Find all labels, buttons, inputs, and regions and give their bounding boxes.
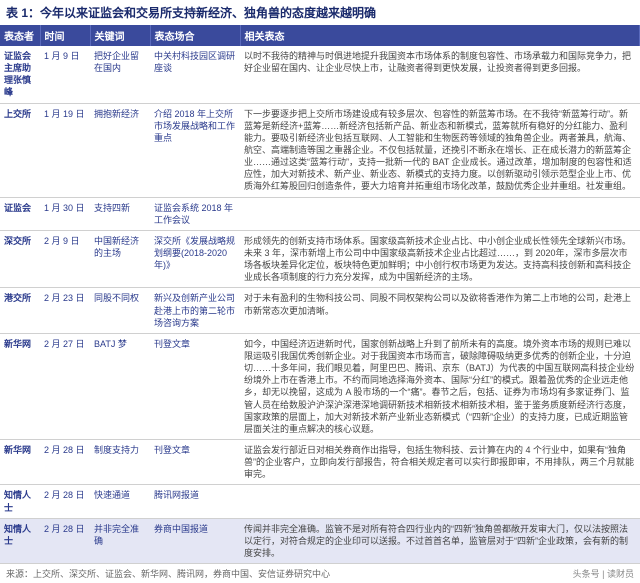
col-speaker-cell: 新华网 <box>0 333 40 439</box>
col-date-cell: 2 月 27 日 <box>40 333 90 439</box>
col-speaker-cell: 新华网 <box>0 439 40 484</box>
col-content-cell: 下一步要逐步把上交所市场建设成有较多层次、包容性的新蓝筹市场。在不我待“新蓝筹行… <box>240 103 640 197</box>
col-venue-cell: 刊登文章 <box>150 439 240 484</box>
table-row: 知情人士2 月 28 日快速通道腾讯网报道 <box>0 485 640 518</box>
col-date-cell: 2 月 28 日 <box>40 439 90 484</box>
col-venue-cell: 证监会系统 2018 年工作会议 <box>150 197 240 230</box>
col-keyword-cell: 把好企业留在国内 <box>90 46 150 103</box>
col-keyword-cell: 制度支持力 <box>90 439 150 484</box>
col-keyword-cell: 同股不同权 <box>90 288 150 333</box>
col-venue-cell: 新兴及创新产业公司赴港上市的第二轮市场咨询方案 <box>150 288 240 333</box>
col-venue-cell: 券商中国报道 <box>150 518 240 563</box>
col-venue-cell: 中关村科技园区调研座谈 <box>150 46 240 103</box>
col-venue: 表态场合 <box>150 25 240 46</box>
col-venue-cell: 刊登文章 <box>150 333 240 439</box>
col-speaker: 表态者 <box>0 25 40 46</box>
col-content: 相关表态 <box>240 25 640 46</box>
col-speaker-cell: 港交所 <box>0 288 40 333</box>
col-keyword-cell: 支持四新 <box>90 197 150 230</box>
table-title: 表 1：今年以来证监会和交易所支持新经济、独角兽的态度越来越明确 <box>0 0 640 25</box>
col-content-cell: 传闻并非完全准确。监管不是对所有符合四行业内的“四新”独角兽都敞开发审大门，仅以… <box>240 518 640 563</box>
table-row: 证监会主席助理张慎峰1 月 9 日把好企业留在国内中关村科技园区调研座谈以时不我… <box>0 46 640 103</box>
col-date-cell: 2 月 28 日 <box>40 518 90 563</box>
col-date-cell: 1 月 30 日 <box>40 197 90 230</box>
col-content-cell: 如今，中国经济迈进新时代，国家创新战略上升到了前所未有的高度。境外资本市场的规则… <box>240 333 640 439</box>
col-keyword-cell: 中国新经济的主场 <box>90 230 150 288</box>
table-row: 深交所2 月 9 日中国新经济的主场深交所《发展战略规划纲要(2018-2020… <box>0 230 640 288</box>
table-container: { "title": "表 1：今年以来证监会和交易所支持新经济、独角兽的态度越… <box>0 0 640 583</box>
col-date-cell: 1 月 9 日 <box>40 46 90 103</box>
footer-source: 来源：上交所、深交所、证监会、新华网、腾讯网，券商中国、安信证券研究中心 <box>6 567 330 580</box>
table-footer: 来源：上交所、深交所、证监会、新华网、腾讯网，券商中国、安信证券研究中心 头条号… <box>0 564 640 583</box>
col-content-cell: 证监会发行部近日对相关券商作出指导，包括生物科技、云计算在内的 4 个行业中，如… <box>240 439 640 484</box>
col-keyword-cell: 快速通道 <box>90 485 150 518</box>
footer-brand: 头条号 | 读财员 <box>573 567 634 580</box>
table-row: 证监会1 月 30 日支持四新证监会系统 2018 年工作会议 <box>0 197 640 230</box>
col-speaker-cell: 深交所 <box>0 230 40 288</box>
col-keyword-cell: BATJ 梦 <box>90 333 150 439</box>
table-row: 知情人士2 月 28 日并非完全准确券商中国报道传闻并非完全准确。监管不是对所有… <box>0 518 640 563</box>
col-keyword-cell: 并非完全准确 <box>90 518 150 563</box>
col-content-cell: 以时不我待的精神与时俱进地提升我国资本市场体系的制度包容性、市场承载力和国际竞争… <box>240 46 640 103</box>
col-keyword-cell: 拥抱新经济 <box>90 103 150 197</box>
col-content-cell: 对于未有盈利的生物科技公司、同股不同权架构公司以及欲将香港作为第二上市地的公司，… <box>240 288 640 333</box>
col-speaker-cell: 知情人士 <box>0 485 40 518</box>
col-date-cell: 1 月 19 日 <box>40 103 90 197</box>
col-keyword: 关键词 <box>90 25 150 46</box>
col-date-cell: 2 月 28 日 <box>40 485 90 518</box>
table-row: 新华网2 月 28 日制度支持力刊登文章证监会发行部近日对相关券商作出指导，包括… <box>0 439 640 484</box>
col-speaker-cell: 证监会 <box>0 197 40 230</box>
col-speaker-cell: 上交所 <box>0 103 40 197</box>
col-venue-cell: 腾讯网报道 <box>150 485 240 518</box>
col-speaker-cell: 知情人士 <box>0 518 40 563</box>
col-content-cell <box>240 197 640 230</box>
header-row: 表态者 时间 关键词 表态场合 相关表态 <box>0 25 640 46</box>
col-venue-cell: 介绍 2018 年上交所市场发展战略和工作重点 <box>150 103 240 197</box>
col-content-cell: 形成领先的创新支持市场体系。国家级高新技术企业占比、中小创企业成长性领先全球新兴… <box>240 230 640 288</box>
col-date: 时间 <box>40 25 90 46</box>
col-venue-cell: 深交所《发展战略规划纲要(2018-2020 年)》 <box>150 230 240 288</box>
policy-table: 表态者 时间 关键词 表态场合 相关表态 证监会主席助理张慎峰1 月 9 日把好… <box>0 25 640 564</box>
col-date-cell: 2 月 9 日 <box>40 230 90 288</box>
col-content-cell <box>240 485 640 518</box>
table-row: 新华网2 月 27 日BATJ 梦刊登文章如今，中国经济迈进新时代，国家创新战略… <box>0 333 640 439</box>
col-speaker-cell: 证监会主席助理张慎峰 <box>0 46 40 103</box>
col-date-cell: 2 月 23 日 <box>40 288 90 333</box>
table-row: 上交所1 月 19 日拥抱新经济介绍 2018 年上交所市场发展战略和工作重点下… <box>0 103 640 197</box>
table-row: 港交所2 月 23 日同股不同权新兴及创新产业公司赴港上市的第二轮市场咨询方案对… <box>0 288 640 333</box>
